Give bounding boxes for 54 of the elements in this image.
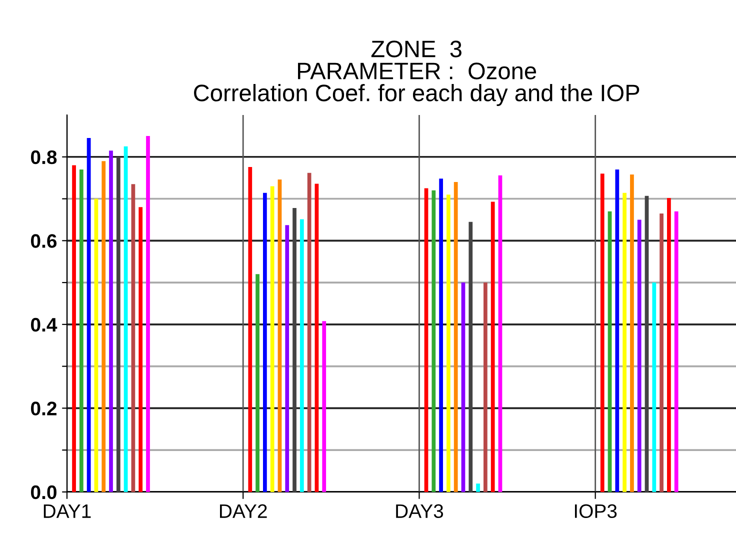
bar xyxy=(498,175,502,492)
bar xyxy=(644,196,649,492)
bar xyxy=(79,169,84,492)
bar xyxy=(138,207,143,492)
x-tick-label: DAY3 xyxy=(396,504,444,518)
x-tick-label: IOP3 xyxy=(574,504,617,518)
bar xyxy=(476,484,480,492)
bar xyxy=(637,220,642,492)
y-tick-label: 0.4 xyxy=(30,318,58,332)
bar xyxy=(102,161,106,492)
bar xyxy=(600,174,604,492)
bar xyxy=(608,211,612,492)
bar xyxy=(652,282,656,492)
bar xyxy=(116,156,120,492)
bar xyxy=(484,282,488,492)
bar xyxy=(146,136,150,492)
bar xyxy=(314,184,319,492)
x-tick-label: DAY1 xyxy=(44,504,91,518)
bar xyxy=(667,198,671,492)
bar xyxy=(72,165,76,492)
bar xyxy=(446,194,450,492)
y-tick-label: 0.6 xyxy=(30,234,57,248)
bar xyxy=(307,172,312,492)
bar xyxy=(490,202,495,492)
x-tick-label: DAY2 xyxy=(220,504,267,518)
bar xyxy=(432,190,436,492)
y-tick-label: 0.8 xyxy=(30,150,57,164)
bar xyxy=(461,282,466,492)
bar xyxy=(674,211,678,492)
bar xyxy=(131,184,136,492)
bar xyxy=(292,208,296,492)
y-tick-label: 0.2 xyxy=(30,402,56,416)
bar xyxy=(300,219,304,492)
bar xyxy=(109,150,113,492)
chart-title: ZONE 3 PARAMETER : Ozone Correlation Coef. for each day and the IOP xyxy=(194,40,640,106)
bar xyxy=(468,222,473,492)
bar xyxy=(263,192,267,492)
bar xyxy=(270,186,274,492)
bar xyxy=(439,178,443,492)
bar xyxy=(94,198,98,492)
bar xyxy=(124,146,128,492)
y-tick-label: 0.0 xyxy=(30,485,56,500)
bar xyxy=(248,166,252,492)
bar xyxy=(322,321,326,492)
bar xyxy=(454,182,458,492)
bar xyxy=(630,174,634,492)
bar xyxy=(615,169,620,492)
bar xyxy=(278,180,282,492)
bar xyxy=(424,188,428,492)
bar xyxy=(256,274,260,492)
bar xyxy=(285,225,290,492)
bar xyxy=(660,213,664,492)
bar xyxy=(622,192,627,492)
bar xyxy=(86,138,91,492)
